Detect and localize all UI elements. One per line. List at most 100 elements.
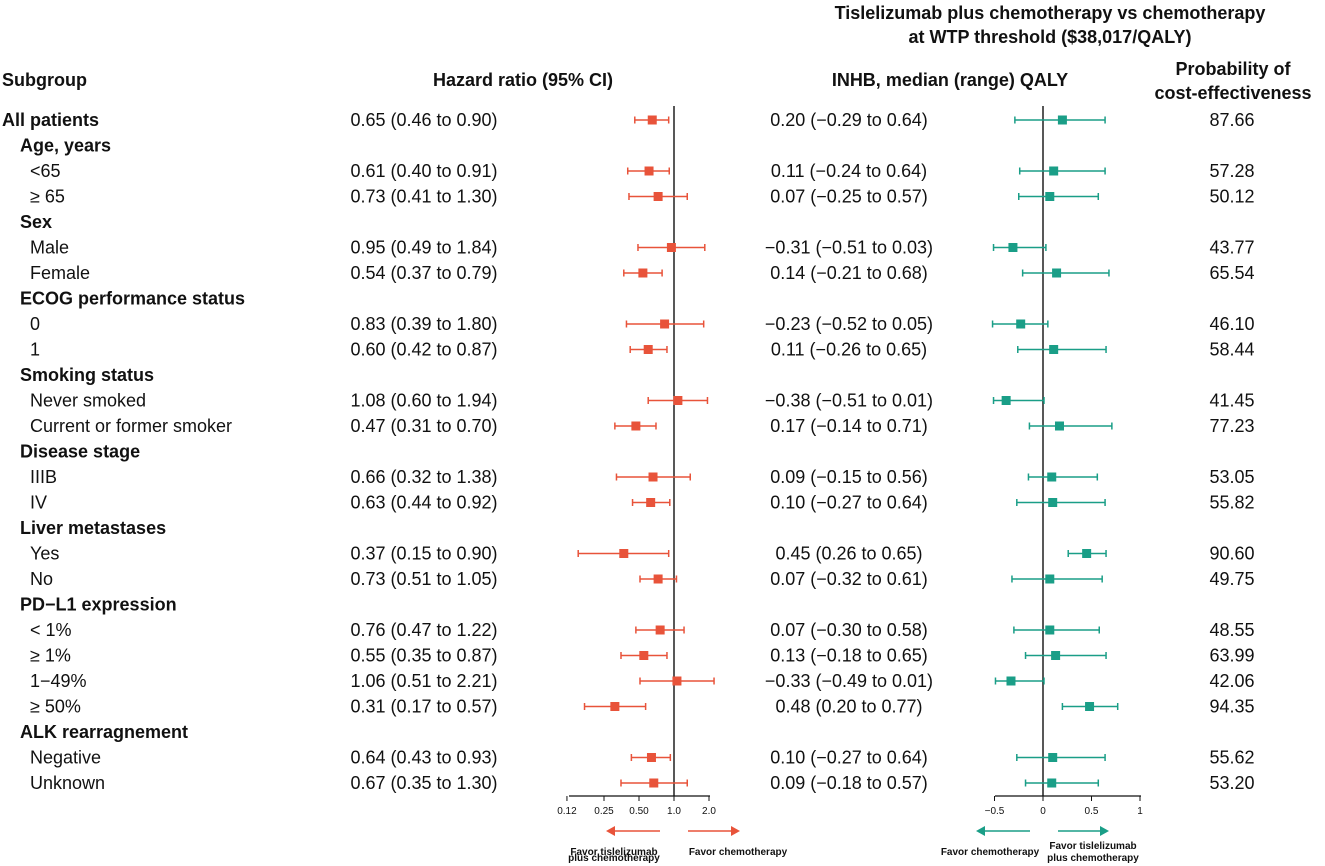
probability-value: 48.55 <box>1209 620 1254 640</box>
hr-axis-tick-label: 2.0 <box>702 806 716 817</box>
hr-point-marker <box>646 753 656 762</box>
forest-row: < 1% 0.76 (0.47 to 1.22) 0.07 (−0.30 to 0.… <box>30 620 1255 640</box>
hr-ci-text: 0.65 (0.46 to 0.90) <box>350 110 497 130</box>
header-inhb: INHB, median (range) QALY <box>832 70 1068 90</box>
hr-ci-text: 0.76 (0.47 to 1.22) <box>350 620 497 640</box>
favor-right-arrow-head <box>1100 826 1109 836</box>
inhb-range-text: 0.20 (−0.29 to 0.64) <box>770 110 928 130</box>
probability-value: 43.77 <box>1209 238 1254 258</box>
probability-value: 55.82 <box>1209 493 1254 513</box>
hr-point-marker <box>653 574 663 584</box>
row-label: Current or former smoker <box>30 416 232 436</box>
hr-point-marker <box>646 498 656 507</box>
forest-row: Unknown 0.67 (0.35 to 1.30) 0.09 (−0.18 to… <box>30 773 1255 793</box>
hr-ci-text: 0.73 (0.41 to 1.30) <box>350 187 497 207</box>
forest-row: All patients 0.65 (0.46 to 0.90) 0.20 (−0.… <box>2 110 1255 130</box>
inhb-range-text: 0.45 (0.26 to 0.65) <box>775 544 922 564</box>
probability-value: 87.66 <box>1209 110 1254 130</box>
hr-point-marker <box>666 243 676 252</box>
probability-value: 53.20 <box>1209 773 1254 793</box>
hr-point-marker <box>643 345 653 354</box>
hr-point-marker <box>631 421 641 431</box>
hr-axis-tick-label: 0.12 <box>557 806 577 817</box>
inhb-range-text: 0.11 (−0.26 to 0.65) <box>771 340 927 360</box>
forest-row: Female 0.54 (0.37 to 0.79) 0.14 (−0.21 to … <box>30 263 1255 283</box>
hr-ci-text: 1.08 (0.60 to 1.94) <box>350 391 497 411</box>
row-label: < 1% <box>30 620 72 640</box>
hr-ci-text: 0.61 (0.40 to 0.91) <box>350 161 497 181</box>
probability-value: 77.23 <box>1209 416 1254 436</box>
inhb-axis: −0.5 0 0.5 1 Favor chemotherapy Favor tisleli… <box>941 795 1143 864</box>
subgroup-heading: PD−L1 expression <box>20 595 177 615</box>
subgroup-header-row: Disease stage <box>20 442 140 462</box>
inhb-range-text: 0.17 (−0.14 to 0.71) <box>770 416 928 436</box>
inhb-range-text: 0.10 (−0.27 to 0.64) <box>770 493 928 513</box>
header-probability-line2: cost-effectiveness <box>1154 83 1311 103</box>
hr-ci-text: 0.64 (0.43 to 0.93) <box>350 748 497 768</box>
subgroup-heading: ECOG performance status <box>20 289 245 309</box>
inhb-range-text: 0.10 (−0.27 to 0.64) <box>770 748 928 768</box>
inhb-range-text: 0.14 (−0.21 to 0.68) <box>770 263 928 283</box>
forest-row: 1 0.60 (0.42 to 0.87) 0.11 (−0.26 to 0.65)… <box>30 340 1255 360</box>
inhb-point-marker <box>1047 778 1057 788</box>
hr-ci-text: 0.63 (0.44 to 0.92) <box>350 493 497 513</box>
row-label: 1−49% <box>30 671 87 691</box>
inhb-range-text: −0.38 (−0.51 to 0.01) <box>765 391 933 411</box>
probability-value: 42.06 <box>1209 671 1254 691</box>
probability-value: 94.35 <box>1209 697 1254 717</box>
probability-value: 41.45 <box>1209 391 1254 411</box>
inhb-favor-left-label: Favor chemotherapy <box>941 847 1040 858</box>
favor-left-arrow-head <box>606 826 615 836</box>
hr-point-marker <box>639 651 649 660</box>
subgroup-heading: Liver metastases <box>20 518 166 538</box>
forest-row: Yes 0.37 (0.15 to 0.90) 0.45 (0.26 to 0.65… <box>30 544 1255 564</box>
hr-axis-tick-label: 1.0 <box>667 806 681 817</box>
row-label: 0 <box>30 314 40 334</box>
hr-point-marker <box>653 192 663 201</box>
hr-favor-right-label: Favor chemotherapy <box>689 847 788 858</box>
probability-value: 53.05 <box>1209 467 1254 487</box>
header-probability-line1: Probability of <box>1175 59 1291 79</box>
hr-axis-tick-label: 0.25 <box>594 806 614 817</box>
probability-value: 50.12 <box>1209 187 1254 207</box>
inhb-favor-right-label: Favor tislelizumab <box>1049 841 1136 852</box>
inhb-point-marker <box>1001 396 1011 405</box>
hr-ci-text: 0.66 (0.32 to 1.38) <box>350 467 497 487</box>
inhb-point-marker <box>1045 192 1055 201</box>
inhb-range-text: 0.11 (−0.24 to 0.64) <box>771 161 927 181</box>
favor-left-arrow-head <box>976 826 985 836</box>
inhb-axis-tick-label: 1 <box>1137 806 1143 817</box>
hr-point-marker <box>644 166 654 176</box>
hr-ci-text: 1.06 (0.51 to 2.21) <box>350 671 497 691</box>
hr-favor-left-label-2: plus chemotherapy <box>568 853 660 864</box>
probability-value: 49.75 <box>1209 569 1254 589</box>
inhb-point-marker <box>1047 472 1057 482</box>
inhb-point-marker <box>1016 319 1026 329</box>
hr-ci-text: 0.54 (0.37 to 0.79) <box>350 263 497 283</box>
hr-point-marker <box>647 115 657 125</box>
forest-row: Male 0.95 (0.49 to 1.84) −0.31 (−0.51 to 0… <box>30 238 1255 258</box>
inhb-axis-tick-label: 0 <box>1040 806 1046 817</box>
hr-point-marker <box>673 396 683 405</box>
inhb-axis-tick-label: 0.5 <box>1085 806 1099 817</box>
subgroup-header-row: Liver metastases <box>20 518 166 538</box>
forest-row: 0 0.83 (0.39 to 1.80) −0.23 (−0.52 to 0.05… <box>30 314 1255 334</box>
inhb-range-text: 0.09 (−0.18 to 0.57) <box>770 773 928 793</box>
forest-row: <65 0.61 (0.40 to 0.91) 0.11 (−0.24 to 0.6… <box>30 161 1255 181</box>
forest-row: ≥ 1% 0.55 (0.35 to 0.87) 0.13 (−0.18 to 0.… <box>30 646 1255 666</box>
hr-axis-tick-label: 0.50 <box>629 806 649 817</box>
subgroup-header-row: ALK rearragnement <box>20 722 188 742</box>
hr-ci-text: 0.55 (0.35 to 0.87) <box>350 646 497 666</box>
hr-point-marker <box>648 472 658 482</box>
probability-value: 65.54 <box>1209 263 1254 283</box>
inhb-range-text: −0.31 (−0.51 to 0.03) <box>765 238 933 258</box>
row-label: Negative <box>30 748 101 768</box>
row-label: Never smoked <box>30 391 146 411</box>
inhb-point-marker <box>1048 498 1058 507</box>
subgroup-heading: Smoking status <box>20 365 154 385</box>
row-label: ≥ 65 <box>30 187 65 207</box>
subgroup-heading: ALK rearragnement <box>20 722 188 742</box>
hr-point-marker <box>649 778 659 788</box>
